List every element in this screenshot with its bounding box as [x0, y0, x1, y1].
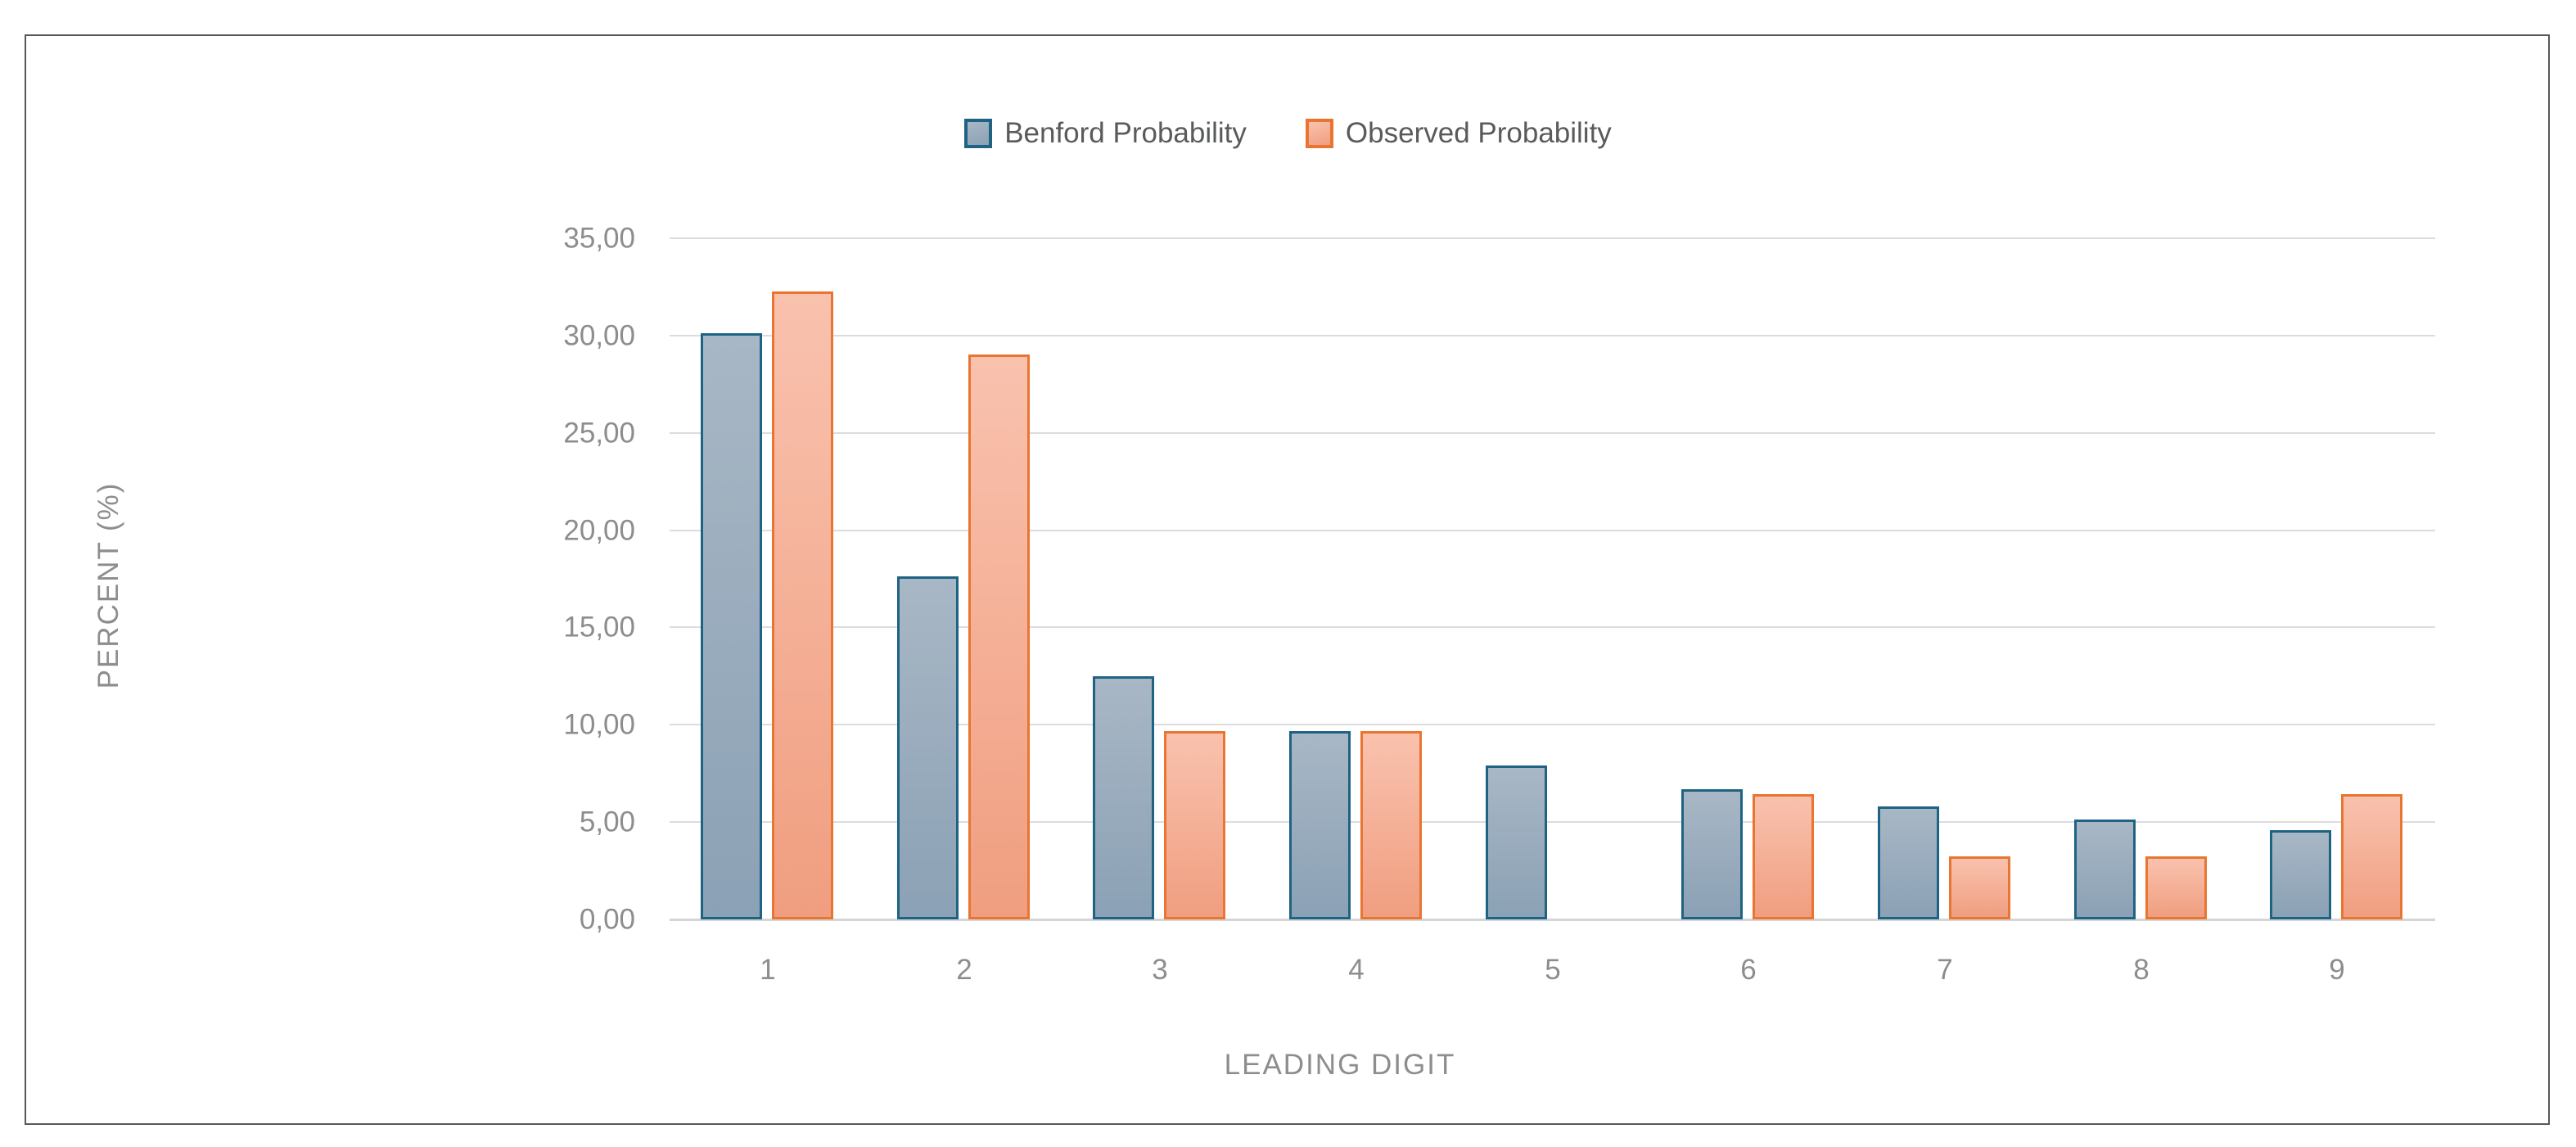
x-tick-label: 3	[1152, 954, 1168, 986]
gridline	[670, 530, 2435, 531]
bar-observed-digit-8	[2145, 856, 2207, 919]
legend-swatch-benford-icon	[964, 119, 993, 148]
x-tick-label: 6	[1740, 954, 1757, 986]
bar-observed-digit-2	[968, 354, 1030, 919]
x-tick-label: 2	[956, 954, 972, 986]
x-tick-label: 7	[1937, 954, 1953, 986]
bar-observed-digit-1	[772, 291, 833, 919]
y-tick-label: 30,00	[563, 319, 635, 352]
bar-benford-digit-2	[897, 576, 959, 919]
bar-benford-digit-7	[1878, 806, 1939, 919]
y-tick-label: 35,00	[563, 222, 635, 255]
legend-label-observed: Observed Probability	[1345, 117, 1612, 149]
chart-frame	[25, 34, 2550, 1125]
x-tick-label: 8	[2133, 954, 2150, 986]
bar-observed-digit-3	[1164, 731, 1225, 919]
y-tick-label: 15,00	[563, 611, 635, 643]
x-tick-label: 9	[2329, 954, 2345, 986]
x-axis-line	[670, 919, 2435, 921]
gridline	[670, 237, 2435, 239]
y-tick-label: 5,00	[579, 806, 635, 838]
legend-item-observed: Observed Probability	[1305, 117, 1612, 150]
gridline	[670, 335, 2435, 336]
legend-label-benford: Benford Probability	[1004, 117, 1247, 149]
x-tick-label: 5	[1545, 954, 1561, 986]
gridline	[670, 821, 2435, 823]
gridline	[670, 626, 2435, 628]
bar-observed-digit-4	[1360, 731, 1422, 919]
bar-benford-digit-1	[701, 333, 762, 919]
y-tick-label: 25,00	[563, 417, 635, 449]
bar-benford-digit-3	[1093, 676, 1154, 919]
chart-legend: Benford Probability Observed Probability	[0, 113, 2576, 154]
y-axis-title: PERCENT (%)	[92, 481, 124, 689]
x-tick-label: 4	[1348, 954, 1365, 986]
gridline	[670, 724, 2435, 725]
legend-swatch-observed-icon	[1305, 119, 1333, 148]
bar-benford-digit-6	[1681, 789, 1743, 919]
y-tick-label: 10,00	[563, 708, 635, 741]
bar-benford-digit-5	[1486, 765, 1547, 919]
y-tick-label: 0,00	[579, 903, 635, 936]
bar-benford-digit-9	[2270, 830, 2331, 919]
gridline	[670, 432, 2435, 434]
y-tick-label: 20,00	[563, 514, 635, 547]
bar-observed-digit-9	[2341, 794, 2402, 919]
bar-benford-digit-4	[1289, 731, 1351, 919]
x-tick-label: 1	[760, 954, 776, 986]
bar-observed-digit-7	[1949, 856, 2010, 919]
x-axis-title: LEADING DIGIT	[1224, 1049, 1456, 1081]
legend-item-benford: Benford Probability	[964, 117, 1247, 150]
bar-observed-digit-6	[1753, 794, 1814, 919]
bar-benford-digit-8	[2074, 820, 2136, 919]
